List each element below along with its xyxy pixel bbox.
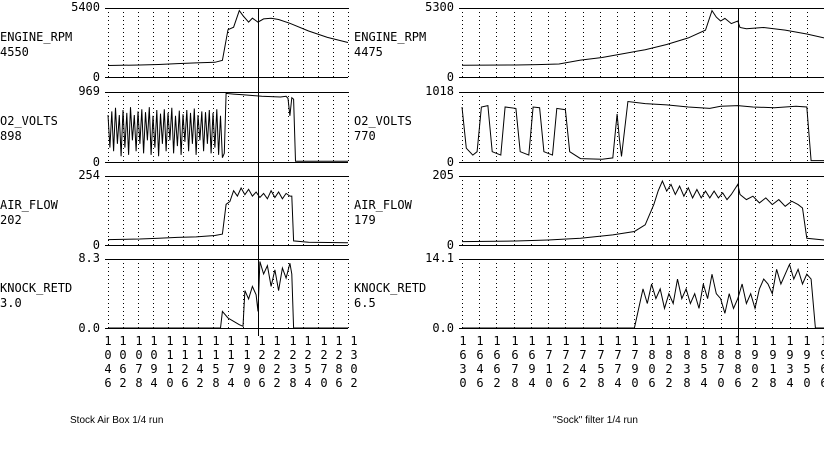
series-readout: 202 <box>0 213 22 227</box>
series-label: O2_VOLTS <box>0 114 58 128</box>
y-max-label: 8.3 <box>78 251 100 265</box>
series-label: KNOCK_RETD <box>0 281 72 295</box>
series-line <box>461 179 824 243</box>
series-label: AIR_FLOW <box>354 198 413 212</box>
x-tick-labels: 1 6 3 0 1 6 4 6 1 6 6 2 1 6 7 8 1 6 9 4 1 7 1 0 1 7 2 6 1 7 4 2 1 7 5 8 1 7 7 4… <box>459 334 824 390</box>
series-line <box>461 9 824 66</box>
chart-panel-2: 53000ENGINE_RPM447510180O2_VOLTS7702050A… <box>354 0 824 390</box>
series-line <box>107 186 349 244</box>
series-readout: 770 <box>354 129 376 143</box>
left-caption: Stock Air Box 1/4 run <box>70 415 164 426</box>
x-tick-labels: 1 0 4 6 1 0 6 2 1 0 7 8 1 0 9 4 1 1 1 0 1 1 2 6 1 1 4 2 1 1 5 8 1 1 7 4 1 1 9 0… <box>104 334 357 390</box>
y-max-label: 5300 <box>425 0 454 14</box>
series-line <box>107 92 348 162</box>
y-min-label: 0 <box>447 155 454 169</box>
y-max-label: 1018 <box>425 84 454 98</box>
y-max-label: 254 <box>78 168 100 182</box>
right-caption: "Sock" filter 1/4 run <box>553 415 638 426</box>
y-max-label: 5400 <box>71 0 100 14</box>
y-min-label: 0.0 <box>78 321 100 335</box>
series-label: ENGINE_RPM <box>0 30 72 44</box>
y-min-label: 0 <box>93 238 100 252</box>
series-line <box>107 9 349 66</box>
y-min-label: 0 <box>93 155 100 169</box>
series-line <box>461 100 824 162</box>
series-label: AIR_FLOW <box>0 198 59 212</box>
y-max-label: 14.1 <box>425 251 454 265</box>
series-readout: 179 <box>354 213 376 227</box>
x-tick-label: 1966 <box>820 334 824 390</box>
y-max-label: 969 <box>78 84 100 98</box>
series-label: O2_VOLTS <box>354 114 412 128</box>
series-readout: 6.5 <box>354 296 376 310</box>
chart-panel-1: 54000ENGINE_RPM45509690O2_VOLTS8982540AI… <box>0 0 358 390</box>
y-min-label: 0 <box>447 238 454 252</box>
y-min-label: 0 <box>447 70 454 84</box>
series-label: ENGINE_RPM <box>354 30 426 44</box>
series-line <box>462 262 824 329</box>
series-readout: 3.0 <box>0 296 22 310</box>
y-max-label: 205 <box>432 168 454 182</box>
series-readout: 4550 <box>0 45 29 59</box>
y-min-label: 0 <box>93 70 100 84</box>
series-readout: 898 <box>0 129 22 143</box>
series-readout: 4475 <box>354 45 383 59</box>
y-min-label: 0.0 <box>432 321 454 335</box>
series-label: KNOCK_RETD <box>354 281 426 295</box>
